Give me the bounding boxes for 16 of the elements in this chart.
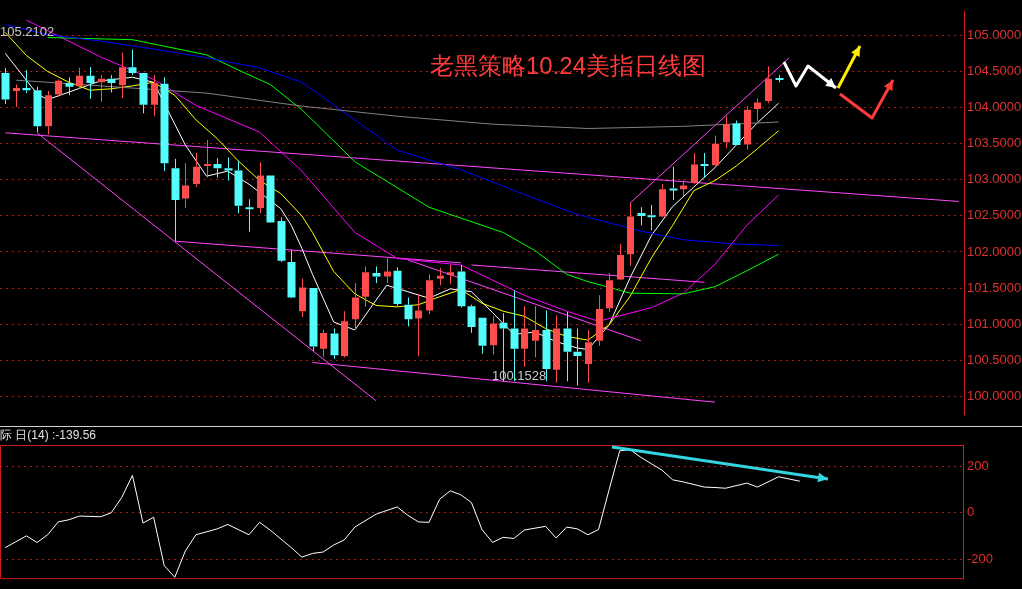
y-tick-label: -200	[967, 551, 994, 567]
y-tick-label: 104.0000	[967, 99, 1022, 115]
y-tick-label: 200	[967, 457, 989, 473]
y-tick-label: 101.5000	[967, 279, 1022, 295]
y-tick-label: 100.0000	[967, 388, 1022, 403]
y-tick-label: 103.0000	[967, 171, 1022, 187]
y-tick-label: 101.0000	[967, 315, 1022, 331]
y-tick-label: 102.5000	[967, 207, 1022, 223]
chart-title: 际 日(14) :-139.56	[0, 428, 97, 443]
y-tick-label: 105.0000	[967, 26, 1022, 42]
text: 老黑策略10.24美指日线图	[430, 51, 707, 79]
y-tick-label: 102.0000	[967, 243, 1022, 259]
y-tick-label: 100.5000	[967, 351, 1022, 367]
y-tick-label: 104.5000	[967, 63, 1022, 79]
y-tick-label: 103.5000	[967, 135, 1022, 151]
y-tick-label: 0	[967, 504, 975, 520]
